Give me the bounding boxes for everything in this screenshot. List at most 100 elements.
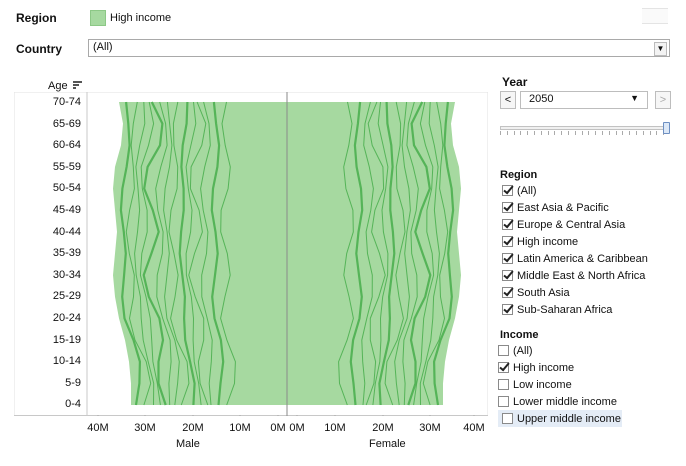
series-boundary-line: [384, 101, 406, 406]
region-filter-title: Region: [500, 169, 538, 181]
series-boundary-line: [432, 101, 455, 406]
year-select[interactable]: 2050 ▼: [520, 91, 648, 109]
legend-swatch: [90, 10, 106, 26]
age-tick-label: 35-39: [52, 247, 81, 260]
series-boundary-line: [349, 101, 364, 406]
year-slider-ticks: [500, 131, 666, 136]
checkbox[interactable]: [502, 413, 513, 424]
filter-option[interactable]: Sub-Saharan Africa: [502, 301, 682, 318]
checkbox[interactable]: [502, 253, 513, 264]
filter-option[interactable]: Latin America & Caribbean: [502, 250, 682, 267]
x-tick-label: 10M: [229, 422, 251, 434]
slider-tick: [629, 131, 631, 135]
legend-item-label: High income: [110, 12, 172, 24]
checkbox[interactable]: [498, 379, 509, 390]
filter-option-label: (All): [513, 344, 533, 357]
filter-option-label: Europe & Central Asia: [517, 218, 626, 231]
checkbox[interactable]: [502, 219, 513, 230]
checkbox[interactable]: [502, 202, 513, 213]
series-boundary-line: [134, 101, 155, 406]
slider-tick: [574, 131, 576, 135]
slider-tick: [649, 131, 651, 135]
checkbox[interactable]: [502, 287, 513, 298]
filter-option[interactable]: Low income: [498, 376, 622, 393]
age-tick-label: 20-24: [52, 312, 81, 324]
age-tick-label: 5-9: [65, 376, 81, 389]
x-tick-label: 40M: [463, 422, 485, 434]
country-label: Country: [16, 42, 62, 56]
slider-tick: [561, 131, 563, 135]
filter-option-label: (All): [517, 184, 537, 197]
slider-tick: [642, 131, 644, 135]
population-pyramid-chart: [14, 92, 488, 416]
age-tick-label: 40-44: [52, 225, 81, 238]
checkbox[interactable]: [502, 304, 513, 315]
slider-tick: [568, 131, 569, 135]
slider-tick: [540, 131, 542, 135]
filter-option[interactable]: High income: [498, 359, 622, 376]
slider-tick: [520, 131, 522, 135]
next-year-button[interactable]: >: [655, 91, 671, 109]
filter-option-label: South Asia: [517, 286, 570, 299]
age-axis-title: Age: [48, 80, 68, 92]
series-boundary-line: [361, 101, 374, 406]
slider-tick: [588, 131, 590, 135]
filter-option[interactable]: South Asia: [502, 284, 682, 301]
slider-tick: [636, 131, 637, 135]
year-slider-track[interactable]: [500, 126, 666, 130]
checkbox[interactable]: [498, 362, 509, 373]
slider-tick: [500, 131, 501, 135]
checkbox[interactable]: [502, 185, 513, 196]
region-legend-label: Region: [16, 11, 57, 25]
country-select[interactable]: (All) ▼: [88, 39, 670, 57]
slider-tick: [595, 131, 597, 135]
series-boundary-line: [394, 101, 411, 406]
series-boundary-line: [378, 101, 396, 406]
series-boundary-line: [139, 101, 161, 406]
slider-tick: [534, 131, 535, 135]
previous-year-button[interactable]: <: [500, 91, 516, 109]
series-boundary-line: [365, 101, 386, 406]
chevron-down-icon: ▼: [630, 93, 639, 103]
filter-option-label: Sub-Saharan Africa: [517, 303, 613, 316]
series-boundary-line: [413, 101, 435, 406]
slider-tick: [547, 131, 549, 135]
chevron-down-icon[interactable]: ▼: [654, 42, 667, 56]
age-tick-label: 10-14: [52, 355, 81, 368]
checkbox[interactable]: [498, 396, 509, 407]
age-tick-label: 30-34: [52, 268, 81, 281]
age-tick-label: 15-19: [52, 333, 81, 346]
x-tick-label: 40M: [87, 422, 109, 434]
year-slider-thumb[interactable]: [663, 122, 670, 134]
slider-tick: [608, 131, 610, 135]
series-boundary-line: [220, 101, 236, 406]
x-tick-label: 20M: [372, 422, 394, 434]
series-boundary-line: [142, 101, 167, 406]
x-tick-label: 0M: [270, 422, 286, 434]
age-tick-label: 45-49: [52, 204, 81, 216]
x-tick-label: 30M: [419, 422, 441, 434]
series-boundary-line: [372, 101, 389, 406]
series-boundary-line: [200, 101, 213, 406]
slider-tick: [602, 131, 603, 135]
filter-option[interactable]: Upper middle income: [498, 410, 622, 427]
filter-option[interactable]: Lower middle income: [498, 393, 622, 410]
series-boundary-line: [338, 101, 354, 406]
filter-option[interactable]: Middle East & North Africa: [502, 267, 682, 284]
series-boundary-line: [178, 101, 196, 406]
filter-option[interactable]: High income: [502, 233, 682, 250]
checkbox[interactable]: [502, 236, 513, 247]
checkbox[interactable]: [502, 270, 513, 281]
series-boundary-line: [419, 101, 440, 406]
x-tick-label: 30M: [134, 422, 156, 434]
series-boundary-line: [185, 101, 202, 406]
series-boundary-line: [188, 101, 209, 406]
filter-option[interactable]: (All): [498, 342, 622, 359]
series-boundary-line: [210, 101, 225, 406]
series-boundary-line: [168, 101, 190, 406]
checkbox[interactable]: [498, 345, 509, 356]
sort-icon[interactable]: [73, 80, 83, 90]
filter-option[interactable]: (All): [502, 182, 682, 199]
filter-option[interactable]: East Asia & Pacific: [502, 199, 682, 216]
filter-option[interactable]: Europe & Central Asia: [502, 216, 682, 233]
